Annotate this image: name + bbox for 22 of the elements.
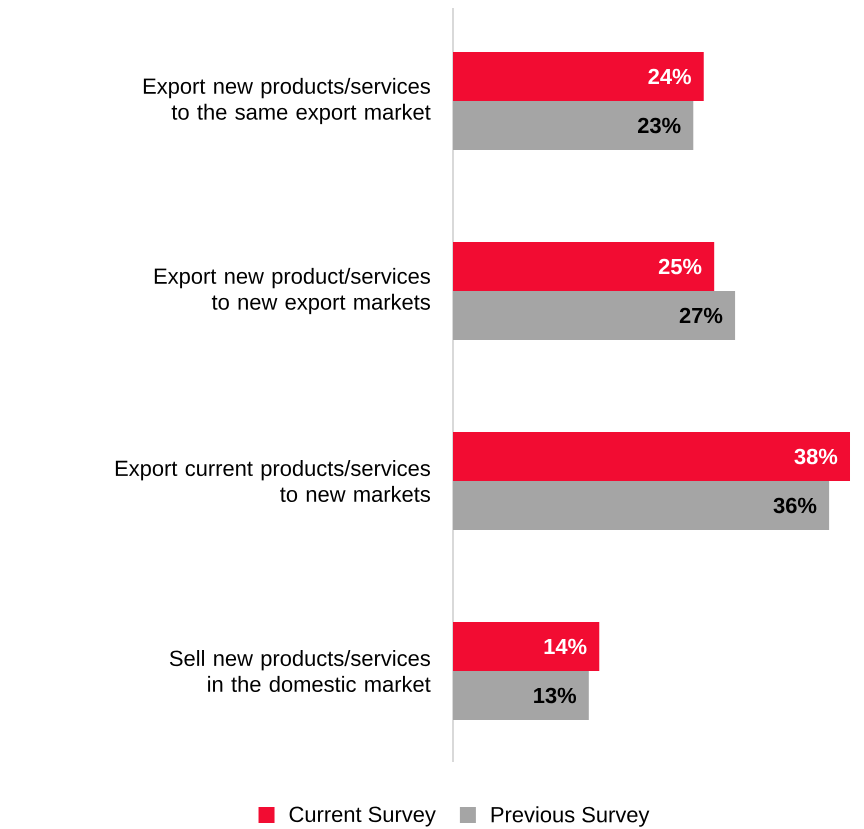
y-tick-label: Export current products/services to new markets	[116, 460, 430, 502]
legend-label: Current Survey	[290, 806, 436, 826]
data-label: 13%	[534, 688, 576, 704]
data-label: 14%	[544, 638, 586, 654]
data-label: 36%	[774, 498, 816, 514]
y-tick-label: Sell new products/services in the domestic market	[170, 650, 431, 692]
bar	[453, 622, 600, 671]
bar	[453, 290, 736, 340]
data-label: 25%	[658, 258, 702, 274]
data-label: 24%	[648, 68, 691, 84]
bar	[453, 100, 694, 150]
bar	[453, 671, 589, 720]
y-tick-label: Export new product/services to new export markets	[154, 268, 430, 314]
bar	[453, 242, 714, 291]
data-label: 23%	[638, 118, 681, 134]
bar	[453, 52, 704, 101]
data-label: 38%	[794, 448, 838, 464]
bar	[453, 432, 850, 481]
legend-label: Previous Survey	[492, 806, 650, 827]
y-tick-label: Export new products/services to the same export market	[144, 78, 431, 124]
bar	[453, 480, 830, 530]
data-label: 27%	[680, 308, 722, 324]
